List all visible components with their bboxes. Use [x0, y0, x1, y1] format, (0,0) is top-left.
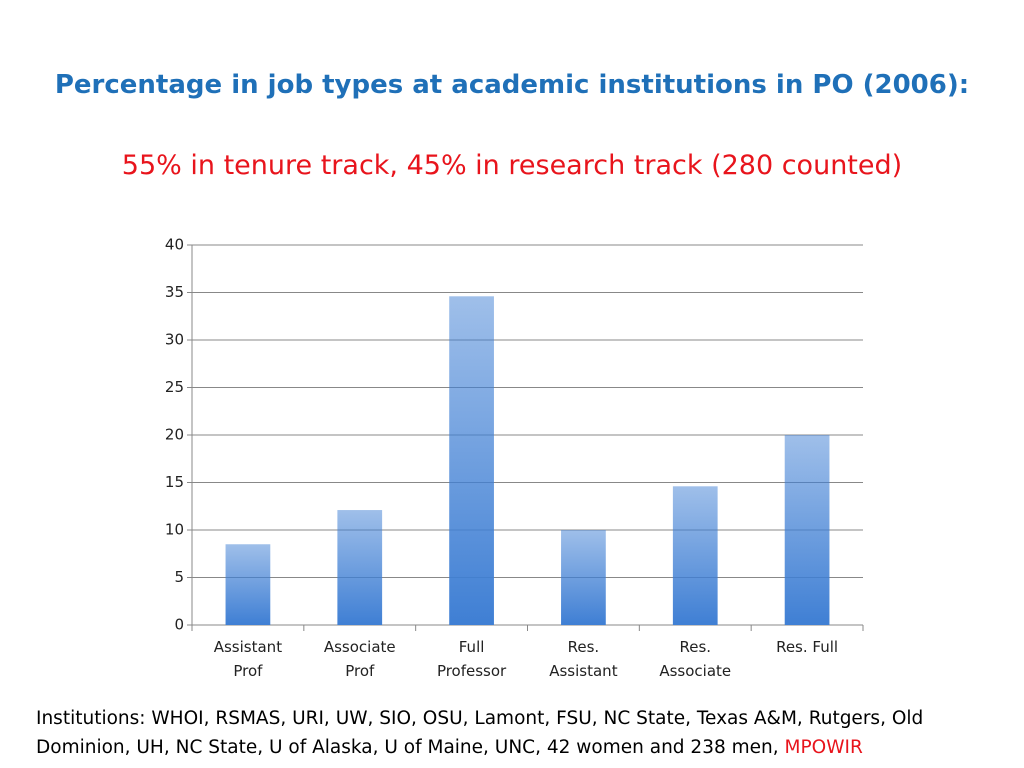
y-tick-label: 0: [174, 616, 184, 634]
footnote-text: Institutions: WHOI, RSMAS, URI, UW, SIO,…: [36, 708, 924, 758]
x-tick-label: Res. Assistant: [549, 638, 618, 680]
y-tick-label: 40: [165, 236, 184, 254]
y-tick-label: 10: [165, 521, 184, 539]
y-tick-label: 35: [165, 283, 184, 301]
bar: [561, 530, 606, 625]
y-tick-label: 15: [165, 473, 184, 491]
bar: [225, 544, 271, 625]
y-tick-label: 30: [165, 331, 184, 349]
bar: [449, 296, 494, 625]
footnote-highlight: MPOWIR: [784, 737, 863, 758]
chart-title: Percentage in job types at academic inst…: [54, 70, 970, 100]
x-tick-label: Assistant Prof: [213, 638, 283, 680]
y-tick-label: 5: [174, 568, 184, 586]
x-tick-label: Res. Associate: [659, 638, 732, 680]
bar: [784, 435, 830, 625]
x-tick-label: Res. Full: [776, 638, 839, 656]
bar: [672, 486, 718, 625]
y-tick-label: 20: [165, 426, 184, 444]
x-tick-label: Associate Prof: [323, 638, 396, 680]
bar: [337, 510, 383, 625]
x-tick-label: Full Professor: [436, 638, 507, 680]
chart-subtitle: 55% in tenure track, 45% in research tra…: [121, 150, 903, 181]
y-tick-label: 25: [165, 378, 184, 396]
footnote: Institutions: WHOI, RSMAS, URI, UW, SIO,…: [36, 704, 1021, 762]
